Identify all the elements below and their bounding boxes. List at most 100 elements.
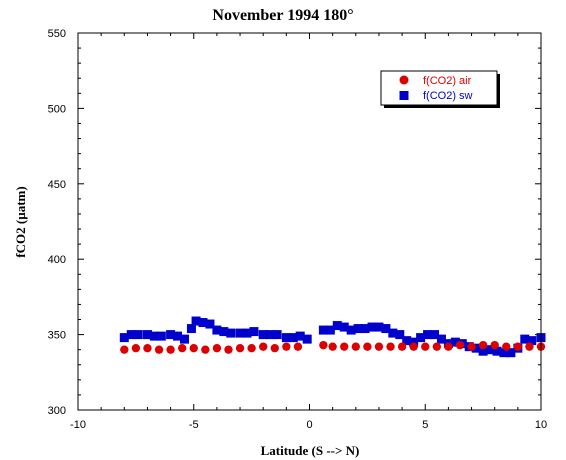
data-point-air (177, 343, 187, 353)
data-point-sw (520, 334, 530, 344)
legend-marker-sw (399, 91, 409, 100)
data-point-sw (126, 330, 136, 340)
data-point-sw (430, 330, 440, 340)
data-point-sw (367, 322, 377, 332)
y-tick-label: 400 (48, 254, 66, 266)
data-point-sw (402, 336, 412, 346)
data-point-air (131, 343, 141, 353)
data-point-sw (226, 328, 236, 338)
data-point-air (235, 343, 245, 353)
data-point-sw (478, 346, 488, 356)
data-point-air (143, 343, 152, 353)
x-axis-label: Latitude (S --> N) (261, 443, 360, 458)
data-point-air (328, 342, 337, 351)
data-point-sw (492, 346, 502, 356)
data-point-sw (409, 337, 419, 347)
data-series (119, 316, 546, 358)
axis-ticks: -10 -5 0 5 10 300 350 400 450 500 550 (48, 28, 547, 431)
chart-title: November 1994 180° (212, 7, 353, 24)
data-point-sw (499, 348, 509, 358)
data-point-air (432, 342, 442, 351)
data-point-air (282, 342, 291, 351)
y-tick-label: 550 (48, 28, 66, 40)
y-tick-label: 500 (48, 103, 66, 115)
data-point-air (386, 342, 395, 351)
data-point-sw (485, 345, 495, 355)
data-point-sw (235, 328, 245, 338)
y-axis-label: fCO2 (µatm) (13, 186, 28, 257)
data-point-air (120, 345, 129, 354)
data-point-sw (258, 330, 268, 340)
x-tick-label: -5 (189, 419, 199, 431)
data-point-air (467, 342, 476, 351)
data-point-air (444, 342, 453, 351)
data-point-sw (381, 324, 391, 334)
data-point-air (525, 342, 534, 351)
data-point-sw (288, 333, 298, 343)
data-point-air (189, 343, 198, 353)
data-point-air (154, 345, 164, 354)
data-point-air (224, 345, 233, 354)
data-point-sw (149, 331, 159, 341)
data-point-air (319, 340, 328, 350)
data-point-sw (436, 334, 446, 344)
data-point-sw (219, 327, 229, 337)
data-point-air (363, 342, 372, 351)
data-point-sw (186, 324, 196, 334)
data-point-air (270, 343, 279, 353)
data-point-sw (302, 334, 312, 344)
legend-label-air: f(CO2) air (423, 75, 472, 87)
data-point-sw (353, 324, 363, 334)
data-point-sw (242, 328, 252, 338)
data-point-sw (191, 316, 201, 326)
data-point-sw (416, 333, 426, 343)
plot-area-frame (77, 32, 542, 411)
data-point-sw (281, 333, 291, 343)
data-point-air (374, 342, 384, 351)
data-point-sw (388, 328, 398, 338)
data-point-sw (374, 322, 384, 332)
data-point-air (502, 342, 511, 351)
legend-marker-air (399, 75, 409, 85)
data-point-sw (332, 321, 342, 331)
data-point-air (455, 340, 465, 350)
data-point-air (409, 342, 418, 351)
data-point-air (259, 342, 268, 351)
x-tick-label: 10 (535, 419, 547, 431)
data-point-sw (527, 336, 537, 346)
data-point-sw (205, 319, 215, 329)
data-point-air (247, 343, 256, 353)
data-point-sw (198, 318, 208, 328)
data-point-air (293, 342, 303, 351)
data-point-sw (471, 343, 481, 353)
data-point-air (421, 342, 430, 351)
data-point-sw (119, 333, 129, 343)
x-tick-label: 5 (422, 419, 428, 431)
data-point-air (490, 340, 499, 350)
y-tick-label: 350 (48, 330, 66, 342)
x-tick-label: 0 (306, 419, 312, 431)
legend: f(CO2) air f(CO2) sw (380, 70, 500, 108)
data-point-air (166, 345, 175, 354)
data-point-sw (166, 330, 176, 340)
data-point-sw (173, 331, 183, 341)
data-point-sw (450, 337, 460, 347)
legend-label-sw: f(CO2) sw (423, 90, 473, 102)
data-point-air (201, 345, 210, 354)
data-point-sw (318, 325, 328, 335)
data-point-air (351, 342, 360, 351)
data-point-sw (179, 334, 189, 344)
data-point-sw (295, 331, 305, 341)
data-point-sw (423, 330, 433, 340)
data-point-sw (360, 324, 370, 334)
data-point-sw (249, 327, 259, 337)
data-point-air (340, 342, 349, 351)
data-point-sw (212, 325, 222, 335)
data-point-air (397, 342, 407, 351)
data-point-sw (395, 330, 405, 340)
data-point-sw (156, 331, 166, 341)
data-point-sw (142, 330, 152, 340)
data-point-air (212, 343, 222, 353)
data-point-sw (325, 325, 335, 335)
